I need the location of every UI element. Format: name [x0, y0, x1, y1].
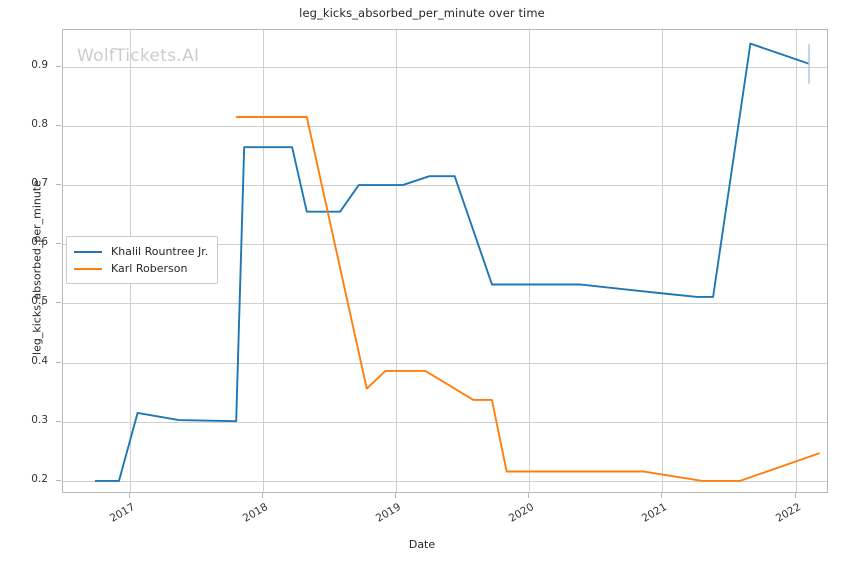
gridline-vertical — [396, 30, 397, 492]
legend-item-label: Khalil Rountree Jr. — [111, 245, 209, 258]
gridline-horizontal — [63, 481, 827, 482]
chart-title: leg_kicks_absorbed_per_minute over time — [299, 6, 545, 20]
gridline-vertical — [662, 30, 663, 492]
gridline-vertical — [796, 30, 797, 492]
legend-color-swatch — [74, 250, 102, 253]
legend-color-swatch — [74, 267, 102, 270]
legend-item[interactable]: Khalil Rountree Jr. — [74, 243, 208, 260]
gridline-horizontal — [63, 67, 827, 68]
y-tick-label: 0.7 — [31, 177, 48, 190]
x-tick-mark — [129, 493, 130, 498]
x-axis-label: Date — [408, 538, 436, 551]
legend-item[interactable]: Karl Roberson — [74, 260, 208, 277]
gridline-vertical — [529, 30, 530, 492]
gridline-horizontal — [63, 126, 827, 127]
gridline-horizontal — [63, 422, 827, 423]
y-tick-label: 0.6 — [31, 236, 48, 249]
y-tick-label: 0.8 — [31, 117, 48, 130]
series-line-2 — [236, 116, 820, 482]
y-tick-mark — [56, 362, 61, 363]
y-tick-label: 0.3 — [31, 413, 48, 426]
y-tick-mark — [56, 243, 61, 244]
y-tick-label: 0.4 — [31, 354, 48, 367]
y-tick-mark — [56, 184, 61, 185]
x-tick-mark — [262, 493, 263, 498]
y-tick-label: 0.2 — [31, 472, 48, 485]
y-tick-mark — [56, 480, 61, 481]
gridline-horizontal — [63, 363, 827, 364]
y-tick-mark — [56, 125, 61, 126]
gridline-horizontal — [63, 185, 827, 186]
gridline-vertical — [263, 30, 264, 492]
legend-item-label: Karl Roberson — [111, 262, 188, 275]
chart-legend: Khalil Rountree Jr. Karl Roberson — [66, 236, 219, 284]
x-tick-mark — [795, 493, 796, 498]
y-tick-mark — [56, 421, 61, 422]
gridline-horizontal — [63, 244, 827, 245]
x-tick-mark — [661, 493, 662, 498]
data-lines — [94, 42, 820, 482]
x-tick-mark — [395, 493, 396, 498]
y-axis-label: leg_kicks_absorbed_per_minute — [30, 180, 44, 355]
y-tick-label: 0.5 — [31, 295, 48, 308]
x-tick-mark — [528, 493, 529, 498]
y-tick-label: 0.9 — [31, 58, 48, 71]
y-tick-mark — [56, 66, 61, 67]
series-line-1 — [94, 42, 810, 482]
y-tick-mark — [56, 302, 61, 303]
gridline-horizontal — [63, 303, 827, 304]
